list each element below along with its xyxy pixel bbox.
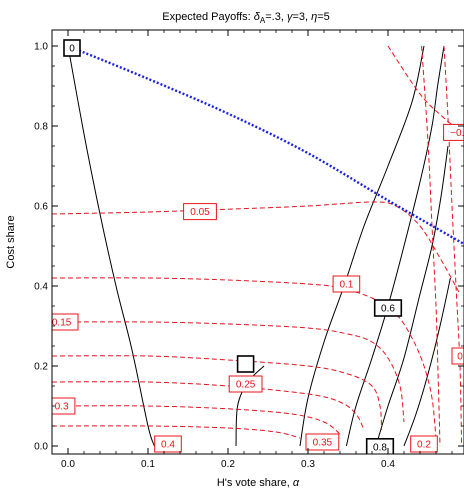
contour-label-box (228, 375, 263, 393)
black-contour-line (403, 277, 451, 447)
red-contour-label: −0.0 (443, 123, 464, 141)
contour-label-text: 0.35 (313, 438, 333, 449)
chart-title-part: =.3, (265, 11, 287, 23)
contour-label-box (52, 397, 76, 415)
red-contour-label: 0.2 (410, 435, 438, 453)
contour-label-text: 0.8 (373, 442, 387, 453)
red-contour-line (52, 321, 405, 423)
contour-label-text: 0.2 (417, 440, 431, 451)
contour-label-text: 0.6 (381, 304, 395, 315)
plot-frame (51, 29, 464, 455)
black-contour-line (375, 145, 449, 447)
red-contour-label: 0 (451, 347, 464, 365)
contour-label-box (183, 203, 217, 221)
contour-label-text: 0.4 (161, 440, 175, 451)
contour-label-text: 0.05 (190, 207, 210, 218)
red-contour-line (52, 201, 461, 295)
red-contour-line (52, 405, 341, 435)
contour-label-text: 0 (457, 352, 463, 363)
contour-label-box (373, 299, 403, 317)
chart-title: Expected Payoffs: δA=.3, γ=3, η=5 (162, 11, 330, 25)
axes: 0.0 0.1 0.2 0.3 0.4 0.0 0.2 0.4 0.6 0.8 1.0 (34, 29, 464, 470)
y-tick-label: 1.0 (34, 42, 48, 53)
y-tick-label: 0.8 (34, 122, 48, 133)
contour-label-box (332, 275, 361, 293)
black-contour-label (236, 355, 255, 373)
chart-title-part: δ (254, 11, 261, 23)
contour-label-box (443, 123, 464, 141)
red-contour-label: 0.25 (228, 375, 263, 393)
x-tick-label: 0.4 (381, 459, 395, 470)
chart-title-part: =3, (292, 11, 311, 23)
x-tick-label: 0.2 (221, 459, 235, 470)
black-contour-line (299, 45, 425, 447)
red-contour-label: 0.4 (154, 435, 182, 453)
chart-title-part: γ (287, 11, 294, 23)
contour-label-text: 0.25 (236, 380, 256, 391)
contour-label-text: 0.15 (52, 318, 72, 329)
contour-label-box (63, 39, 81, 57)
x-tick-label: 0.1 (141, 459, 155, 470)
contour-label-box (365, 437, 395, 454)
contour-label-box (305, 433, 340, 451)
y-tick-label: 0.4 (34, 282, 48, 293)
contour-label-box (52, 313, 79, 331)
x-tick-label: 0.0 (61, 459, 75, 470)
contour-label-box (236, 355, 255, 373)
red-contour-label: 0.15 (52, 313, 79, 331)
y-tick-label: 0.2 (34, 362, 48, 373)
chart-title-part: η (311, 11, 317, 23)
red-contour-line (52, 277, 437, 439)
red-contour-line (387, 45, 464, 135)
cost-share-curve (67, 44, 464, 246)
red-contour-line (52, 425, 301, 439)
contour-label-text: 0.1 (339, 280, 353, 291)
red-contour-line (421, 45, 441, 447)
contour-lines (52, 44, 464, 447)
black-contour-line (67, 45, 155, 447)
contour-label-box (154, 435, 182, 453)
x-tick-label: 0.3 (301, 459, 315, 470)
contour-labels: 0 0.6 0.8 0.05 0.1 0.15 0.25 0.3 0.4 0.35 0.2 0 −0.0 (52, 39, 464, 454)
x-axis-title: H's vote share, α (217, 477, 300, 489)
contour-label-box (410, 435, 438, 453)
contour-label-text: 0 (69, 44, 75, 55)
black-contour-line (345, 45, 445, 447)
chart-title-part: =5 (317, 11, 330, 23)
x-axis-title-symbol: α (293, 477, 300, 489)
chart-title-prefix: Expected Payoffs: (162, 11, 254, 23)
chart-title-part: A (260, 16, 266, 25)
contour-label-text: −0.0 (450, 128, 464, 139)
black-contour-label: 0.6 (373, 299, 403, 317)
contour-label-text: 0.3 (55, 402, 69, 413)
black-contour-label: 0 (63, 39, 81, 57)
y-tick-label: 0.6 (34, 202, 48, 213)
black-contour-label: 0.8 (365, 437, 395, 454)
y-tick-label: 0.0 (34, 442, 48, 453)
contour-label-box (451, 347, 464, 365)
red-contour-label: 0.1 (332, 275, 361, 293)
y-axis-title: Cost share (5, 215, 17, 268)
red-contour-label: 0.35 (305, 433, 340, 451)
red-contour-line (52, 381, 365, 431)
red-contour-label: 0.05 (183, 203, 217, 221)
red-contour-label: 0.3 (52, 397, 76, 415)
red-contour-line (52, 355, 383, 431)
x-axis-title-text: H's vote share, (217, 477, 293, 489)
red-contour-line (443, 45, 463, 447)
